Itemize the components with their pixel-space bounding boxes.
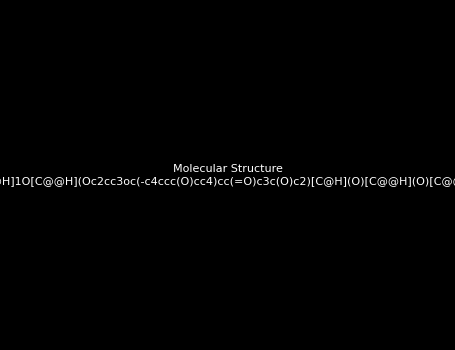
Text: Molecular Structure
OC[C@H]1O[C@@H](Oc2cc3oc(-c4ccc(O)cc4)cc(=O)c3c(O)c2)[C@H](O: Molecular Structure OC[C@H]1O[C@@H](Oc2c… (0, 164, 455, 186)
